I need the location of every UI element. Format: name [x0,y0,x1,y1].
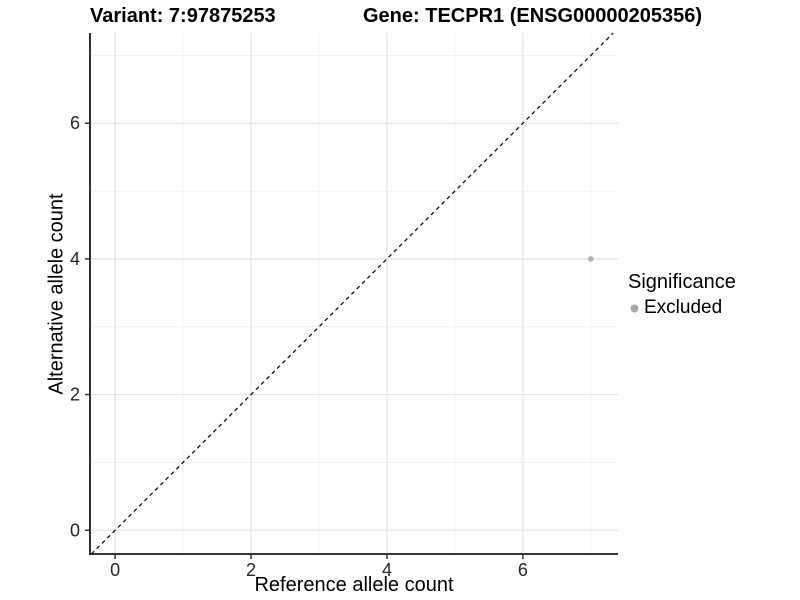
legend: Significance Excluded [628,271,736,319]
y-tick-label: 2 [70,385,80,405]
identity-dashed-line [90,32,614,555]
legend-point-swatch [630,304,639,312]
gene-title: Gene: TECPR1 (ENSG00000205356) [363,5,703,27]
x-tick-label: 2 [246,560,256,580]
legend-item-excluded: Excluded [628,297,736,319]
legend-item-label: Excluded [644,297,723,318]
legend-point-icon [630,304,639,312]
y-tick-label: 0 [70,520,80,540]
variant-title: Variant: 7:97875253 [90,5,276,27]
legend-title: Significance [628,271,736,293]
x-tick-label: 4 [382,560,392,580]
y-tick-label: 6 [70,113,80,133]
y-tick-label: 4 [70,249,80,269]
x-axis-title: Reference allele count [254,574,454,596]
x-tick-label: 6 [518,560,528,580]
y-axis-title: Alternative allele count [45,193,68,395]
x-tick-label: 0 [110,560,120,580]
data-point [588,256,594,262]
